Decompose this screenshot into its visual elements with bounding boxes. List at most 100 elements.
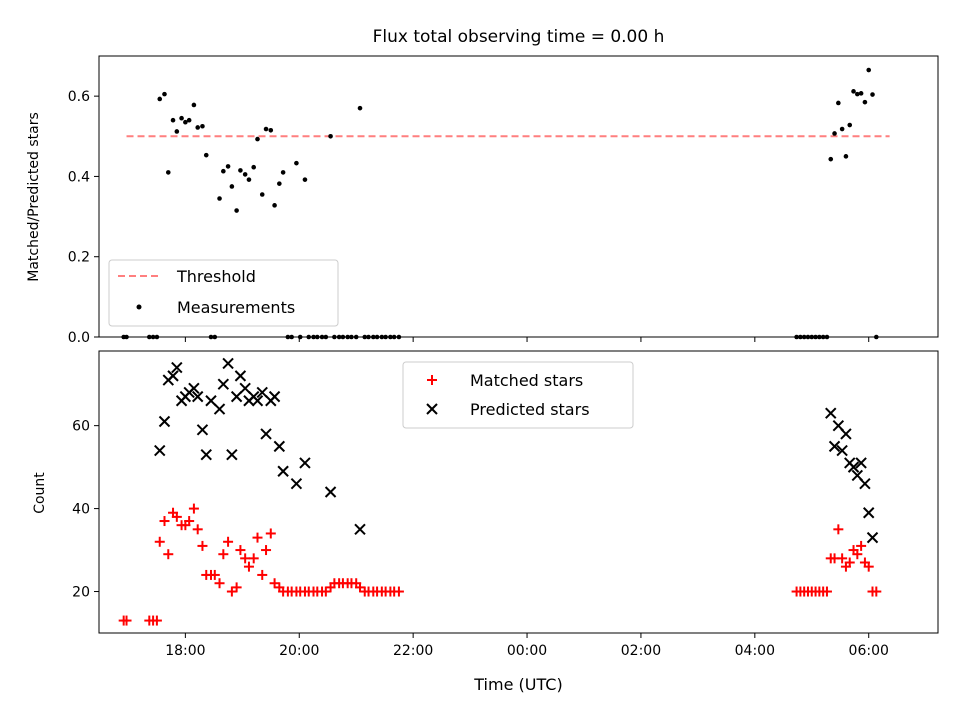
measurement-point bbox=[268, 127, 274, 133]
measurement-point bbox=[370, 334, 376, 340]
matched-point bbox=[209, 569, 220, 580]
measurement-point bbox=[183, 119, 188, 125]
count-legend: Matched stars Predicted stars bbox=[402, 361, 634, 429]
matched-point bbox=[393, 586, 404, 597]
matched-point bbox=[154, 536, 165, 547]
legend-matched-swatch bbox=[427, 375, 437, 385]
predicted-point bbox=[840, 428, 852, 440]
legend-measurements-swatch bbox=[136, 304, 142, 310]
measurement-point bbox=[383, 334, 388, 340]
measurement-point bbox=[170, 117, 176, 123]
ratio-panel: 0.0 0.2 0.4 0.6 Matched/Predicted stars Thr… bbox=[26, 55, 939, 346]
y-tick-label: 20 bbox=[72, 585, 90, 601]
measurement-point bbox=[813, 334, 818, 340]
measurement-point bbox=[328, 133, 333, 139]
matched-point bbox=[218, 549, 229, 560]
x-tick-label: 18:00 bbox=[165, 643, 205, 659]
measurement-point bbox=[798, 334, 803, 340]
measurement-point bbox=[238, 168, 243, 173]
measurement-point bbox=[340, 334, 346, 340]
matched-point bbox=[833, 524, 844, 535]
measurement-point bbox=[843, 154, 849, 159]
predicted-point bbox=[256, 386, 268, 399]
measurement-point bbox=[366, 334, 371, 340]
measurement-point bbox=[229, 184, 235, 189]
matched-point bbox=[821, 586, 832, 597]
measurement-point bbox=[858, 91, 864, 96]
measurement-point bbox=[272, 203, 277, 208]
matched-point bbox=[121, 615, 132, 626]
matched-point bbox=[243, 561, 254, 572]
predicted-point bbox=[222, 357, 234, 370]
measurement-point bbox=[805, 334, 811, 340]
y-tick-label: 0.6 bbox=[68, 89, 90, 105]
measurement-point bbox=[246, 177, 252, 182]
measurement-point bbox=[251, 164, 257, 170]
measurement-point bbox=[809, 334, 815, 340]
count-y-axis-label: Count bbox=[32, 472, 48, 514]
predicted-point bbox=[847, 461, 860, 473]
predicted-point bbox=[191, 390, 204, 403]
measurement-point bbox=[319, 334, 325, 340]
measurement-point bbox=[191, 102, 197, 108]
measurement-point bbox=[794, 334, 799, 340]
measurement-point bbox=[391, 334, 397, 340]
measurement-point bbox=[157, 96, 163, 102]
x-tick-label: 02:00 bbox=[621, 643, 661, 659]
matched-point bbox=[248, 553, 259, 564]
matched-point bbox=[240, 553, 251, 564]
measurement-point bbox=[306, 334, 312, 340]
measurement-point bbox=[824, 334, 830, 340]
matched-point bbox=[184, 516, 195, 527]
matched-point bbox=[844, 557, 855, 568]
matched-point bbox=[197, 540, 208, 551]
legend-matched-label: Matched stars bbox=[470, 371, 583, 390]
measurement-point bbox=[225, 164, 231, 169]
measurement-point bbox=[832, 131, 837, 136]
count-x-axis: 18:00 20:00 22:00 00:00 02:00 04:00 06:00 bbox=[165, 633, 889, 659]
matched-point bbox=[163, 549, 174, 560]
measurement-point bbox=[374, 334, 380, 340]
predicted-point bbox=[825, 407, 837, 419]
measurement-point bbox=[874, 334, 879, 340]
legend-predicted-swatch bbox=[426, 403, 438, 415]
predicted-point bbox=[273, 440, 286, 453]
x-tick-label: 00:00 bbox=[507, 643, 547, 659]
measurement-point bbox=[323, 334, 329, 340]
matched-point bbox=[871, 586, 882, 597]
measurement-point bbox=[179, 115, 184, 121]
measurement-point bbox=[839, 126, 845, 132]
predicted-point bbox=[828, 440, 841, 453]
legend-measurements-label: Measurements bbox=[177, 298, 295, 317]
matched-point bbox=[852, 549, 863, 560]
predicted-point bbox=[855, 457, 867, 469]
measurement-point bbox=[836, 100, 841, 106]
measurement-point bbox=[124, 334, 129, 340]
predicted-point bbox=[251, 395, 264, 407]
measurement-point bbox=[263, 126, 269, 132]
measurement-point bbox=[828, 156, 834, 162]
measurement-point bbox=[349, 334, 354, 340]
measurement-point bbox=[208, 334, 214, 340]
predicted-point bbox=[154, 444, 166, 457]
x-tick-label: 22:00 bbox=[393, 643, 433, 659]
measurement-point bbox=[203, 152, 209, 158]
predicted-point bbox=[354, 523, 366, 536]
measurement-point bbox=[870, 92, 875, 97]
count-series bbox=[118, 357, 882, 626]
measurement-point bbox=[862, 99, 868, 105]
measurement-point bbox=[242, 172, 248, 177]
measurement-point bbox=[217, 196, 222, 201]
measurement-point bbox=[353, 334, 359, 340]
measurement-point bbox=[817, 334, 822, 340]
measurement-point bbox=[195, 125, 201, 130]
measurement-point bbox=[259, 192, 265, 197]
count-plot-area bbox=[98, 350, 939, 634]
measurement-point bbox=[277, 181, 282, 186]
count-panel: 20 40 60 18:00 20:00 22:00 00:00 02:00 04:00 06:… bbox=[32, 350, 939, 659]
measurement-point bbox=[345, 334, 350, 340]
ratio-legend-box bbox=[108, 259, 339, 327]
matched-point bbox=[223, 536, 234, 547]
measurement-point bbox=[294, 160, 299, 166]
